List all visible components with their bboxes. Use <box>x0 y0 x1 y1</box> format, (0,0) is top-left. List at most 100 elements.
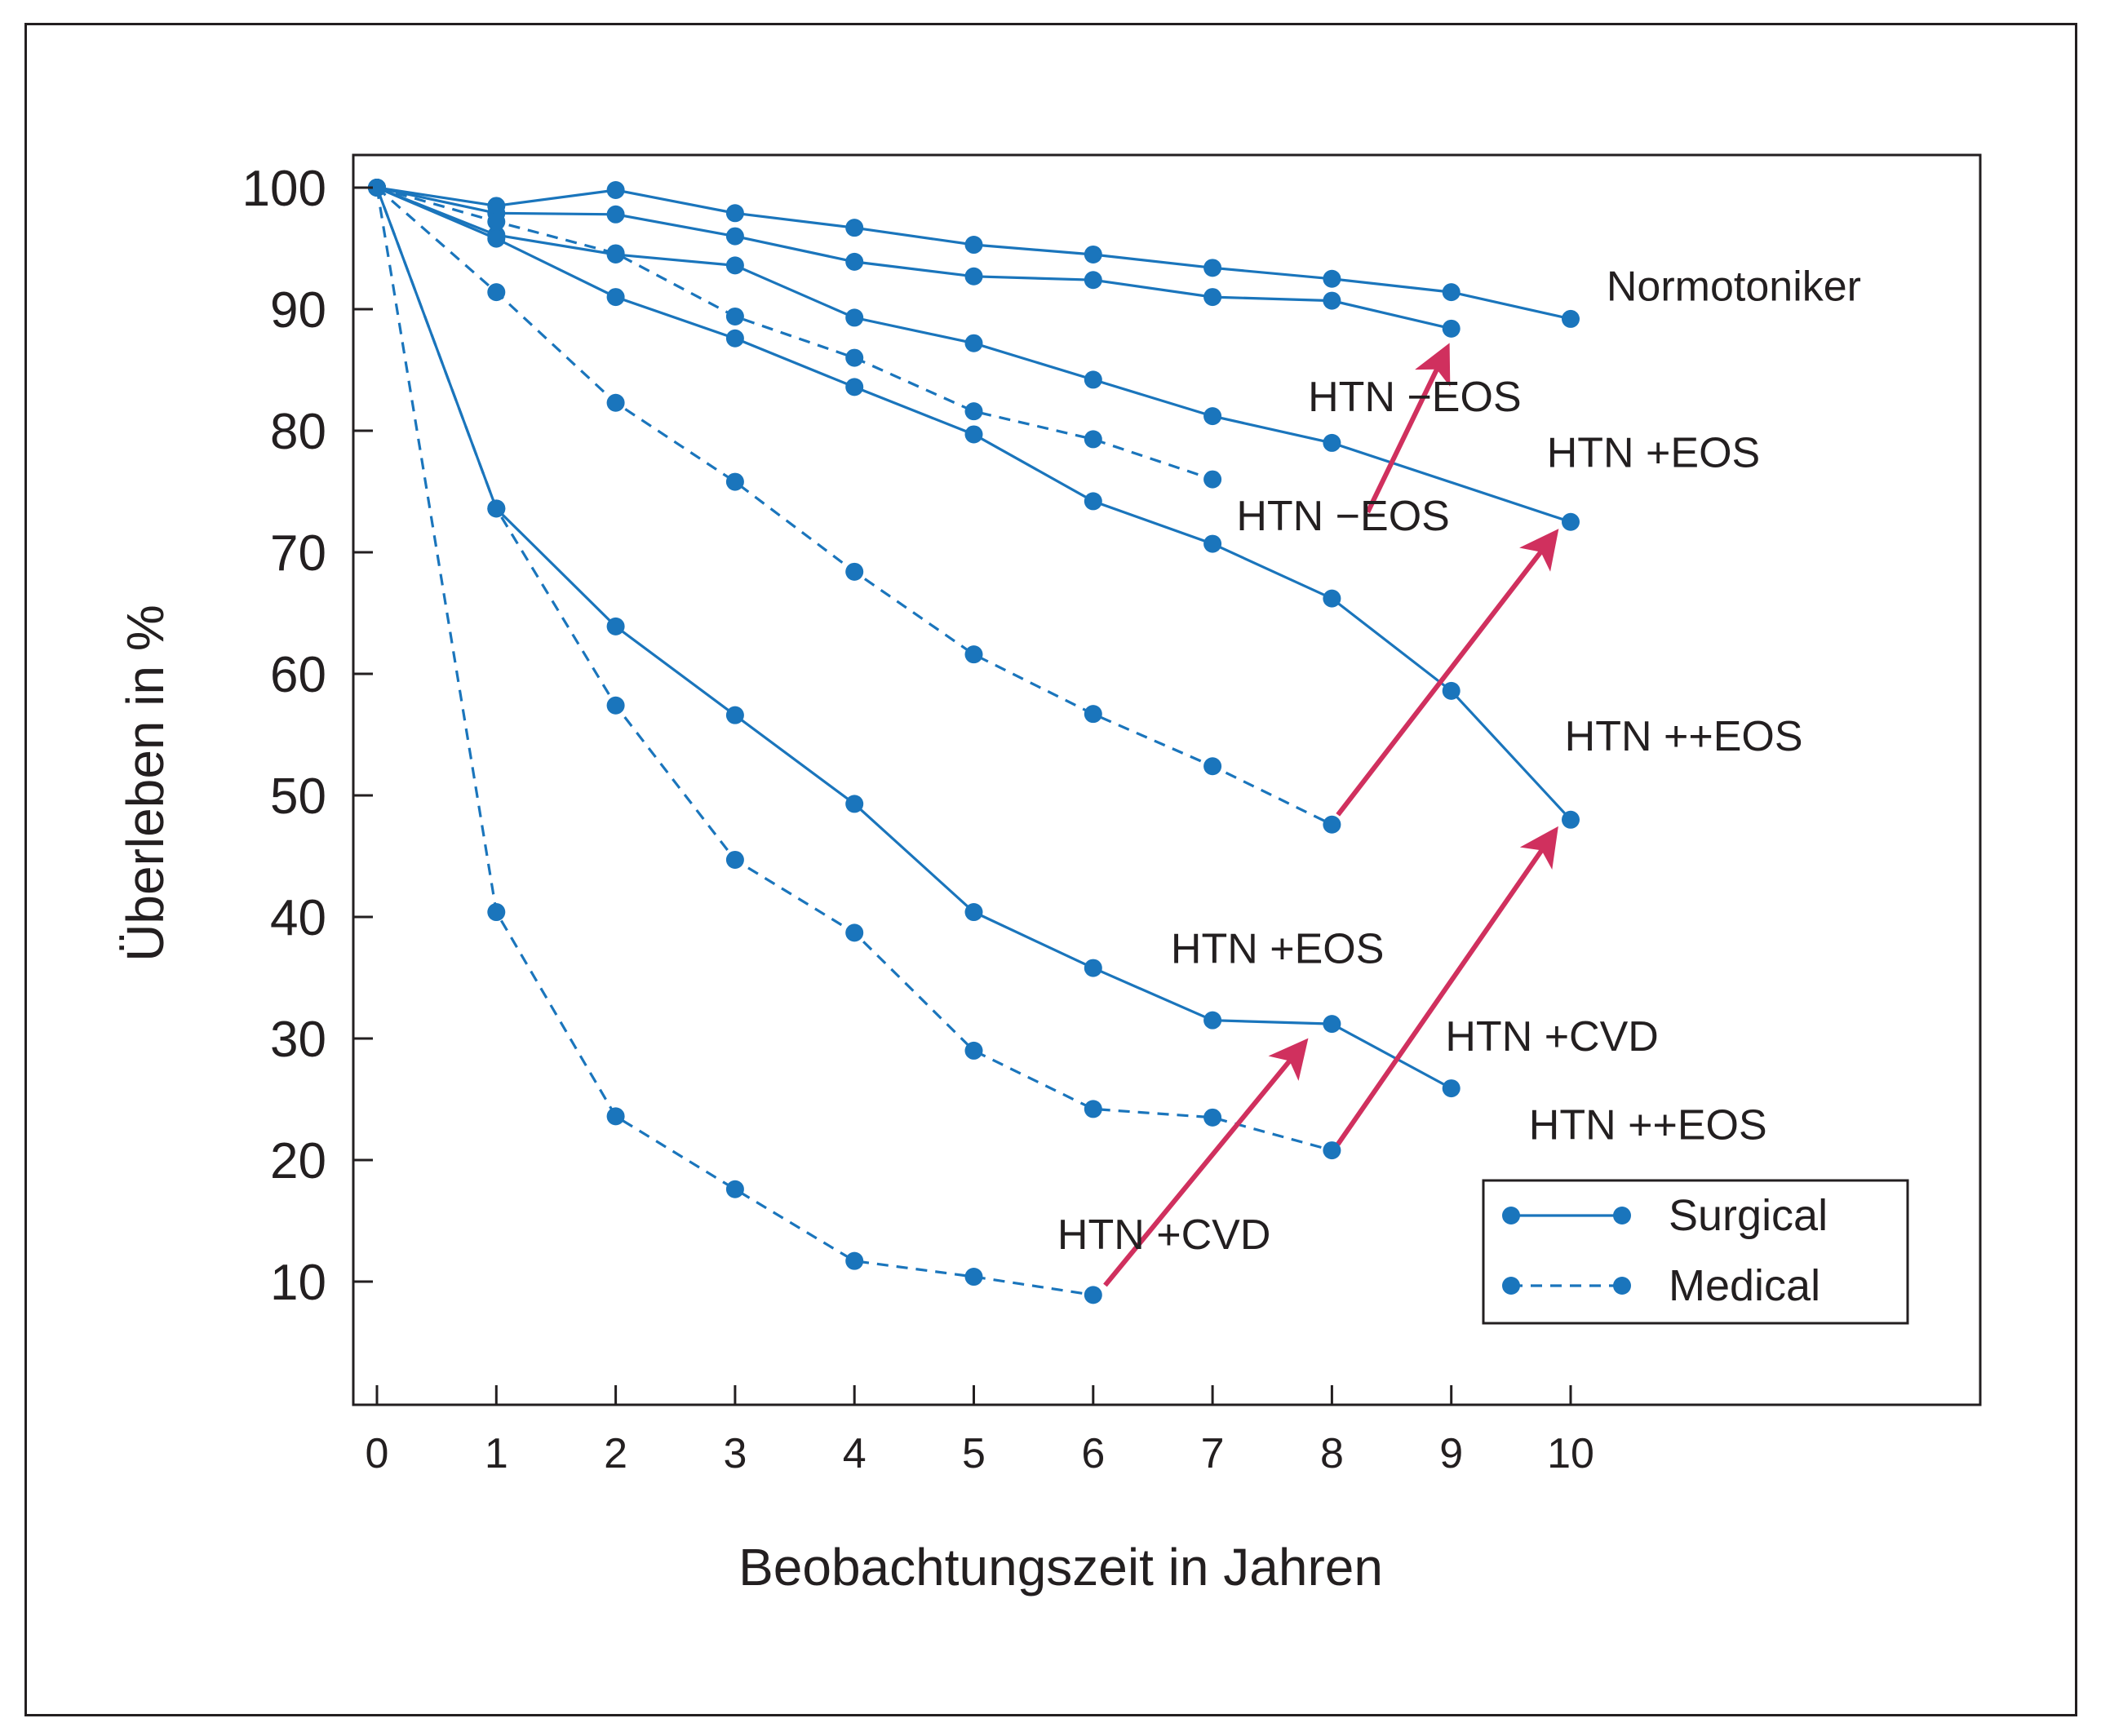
data-point <box>1323 291 1341 310</box>
data-point <box>1323 1015 1341 1034</box>
data-point <box>606 288 625 307</box>
data-point <box>1084 705 1102 724</box>
data-point <box>845 1251 864 1270</box>
data-point <box>606 393 625 412</box>
data-point <box>964 334 983 352</box>
x-tick-label: 10 <box>1547 1430 1594 1477</box>
data-point <box>1562 309 1580 328</box>
data-point <box>845 923 864 942</box>
annotation-arrow <box>1103 1038 1309 1287</box>
data-point <box>725 1180 744 1198</box>
series-annotation: HTN ++EOS <box>1529 1102 1767 1149</box>
data-point <box>1442 1079 1461 1098</box>
data-point <box>845 219 864 237</box>
data-point <box>1084 430 1102 449</box>
legend-swatch-point <box>1502 1277 1520 1295</box>
data-point <box>1323 589 1341 608</box>
y-tick-label: 20 <box>270 1133 326 1189</box>
data-point <box>725 307 744 326</box>
annotation-arrow <box>1365 343 1451 514</box>
data-point <box>487 903 506 922</box>
data-point <box>725 227 744 246</box>
series-line-8 <box>375 187 1094 1296</box>
legend-label: Surgical <box>1669 1191 1828 1240</box>
series-annotation: HTN +CVD <box>1445 1013 1658 1061</box>
data-point <box>725 256 744 275</box>
data-point <box>1084 245 1102 264</box>
series-line-6 <box>375 187 1452 1090</box>
series-line-5 <box>375 186 1333 826</box>
data-point <box>1442 319 1461 338</box>
legend-box <box>1482 1179 1909 1325</box>
series-line-1 <box>376 186 1452 330</box>
data-point <box>1442 681 1461 700</box>
data-point <box>487 499 506 518</box>
data-point <box>1203 757 1222 776</box>
x-tick-label: 5 <box>962 1430 986 1477</box>
data-point <box>725 850 744 869</box>
y-tick-label: 30 <box>270 1012 326 1068</box>
y-tick-label: 60 <box>270 647 326 703</box>
y-tick-label: 100 <box>242 161 326 217</box>
x-axis-label: Beobachtungszeit in Jahren <box>738 1538 1383 1596</box>
legend-swatch-point <box>1613 1277 1631 1295</box>
data-point <box>1323 269 1341 288</box>
y-tick-label: 90 <box>270 282 326 339</box>
series-line-2 <box>376 186 1571 524</box>
x-tick-label: 8 <box>1320 1430 1344 1477</box>
data-point <box>964 425 983 444</box>
plot-area-border <box>352 153 1982 1406</box>
data-point <box>1203 534 1222 553</box>
legend-swatch-point <box>1613 1207 1631 1224</box>
series-annotation: HTN +CVD <box>1057 1211 1270 1259</box>
data-point <box>845 378 864 396</box>
legend-label: Medical <box>1669 1261 1820 1310</box>
data-point <box>1203 288 1222 307</box>
data-point <box>606 244 625 263</box>
data-point <box>1203 1011 1222 1030</box>
data-point <box>725 472 744 491</box>
x-tick-label: 6 <box>1081 1430 1105 1477</box>
data-point <box>1323 433 1341 452</box>
data-point <box>1084 1286 1102 1304</box>
figure-frame <box>24 23 2077 1716</box>
data-point <box>1084 370 1102 389</box>
data-point <box>845 348 864 367</box>
data-point <box>1323 1141 1341 1160</box>
data-point <box>725 706 744 724</box>
y-axis-label: Überleben in % <box>116 604 175 962</box>
data-point <box>1203 1108 1222 1127</box>
x-tick-label: 2 <box>604 1430 627 1477</box>
data-point <box>964 402 983 421</box>
series-annotation: Normotoniker <box>1607 264 1861 311</box>
series-line-7 <box>375 187 1332 1152</box>
y-tick-label: 50 <box>270 768 326 825</box>
data-point <box>964 1268 983 1286</box>
series-annotation: HTN ++EOS <box>1565 713 1803 760</box>
data-point <box>1203 407 1222 426</box>
data-point <box>368 179 386 197</box>
series-annotation: HTN +EOS <box>1171 926 1385 973</box>
y-tick-label: 40 <box>270 890 326 946</box>
data-point <box>606 180 625 199</box>
data-point <box>964 903 983 922</box>
x-tick-label: 3 <box>723 1430 747 1477</box>
y-tick-label: 10 <box>270 1255 326 1311</box>
data-point <box>1084 271 1102 290</box>
data-point <box>725 204 744 223</box>
data-point <box>1084 959 1102 977</box>
data-point <box>1203 470 1222 489</box>
annotation-arrow <box>1336 826 1558 1146</box>
annotation-arrow <box>1336 529 1559 817</box>
data-point <box>964 1041 983 1060</box>
y-tick-label: 70 <box>270 525 326 582</box>
data-point <box>1442 283 1461 302</box>
x-tick-label: 1 <box>485 1430 508 1477</box>
data-point <box>845 252 864 271</box>
data-point <box>1203 259 1222 277</box>
data-point <box>845 308 864 327</box>
data-point <box>487 283 506 302</box>
series-annotation: HTN +EOS <box>1547 430 1761 477</box>
x-tick-label: 0 <box>366 1430 389 1477</box>
y-tick-label: 80 <box>270 404 326 460</box>
